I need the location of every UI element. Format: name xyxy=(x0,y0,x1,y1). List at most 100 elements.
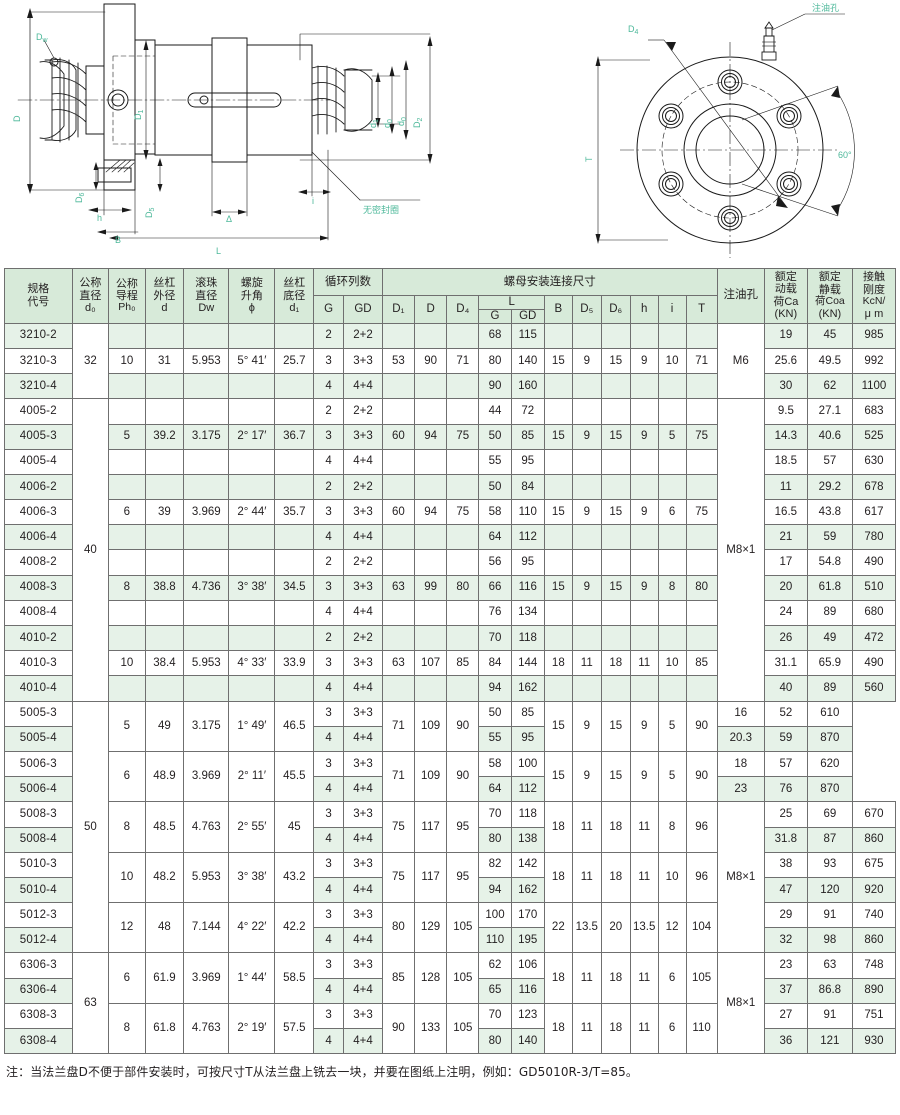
cell-blank xyxy=(274,524,315,551)
cell-ca: 20.3 xyxy=(716,725,765,752)
cell-blank xyxy=(685,599,718,627)
cell-blank xyxy=(413,599,448,627)
cell-cycle-gd: 4+4 xyxy=(343,373,383,400)
cell-blank xyxy=(413,373,448,400)
th-L-gd: GD xyxy=(510,308,545,324)
cell-blank xyxy=(144,624,185,652)
cell-spec-code: 4010-4 xyxy=(4,675,73,702)
cell-L-gd: 84 xyxy=(510,473,545,501)
cell-blank xyxy=(657,322,687,349)
cell-spec-code: 3210-3 xyxy=(4,347,73,375)
cell-ph0: 5 xyxy=(108,700,146,752)
cell-blank xyxy=(446,322,480,349)
cell-ph0: 5 xyxy=(108,423,146,450)
cell-cycle-gd: 3+3 xyxy=(343,423,383,450)
cell-spec-code: 4006-4 xyxy=(4,524,73,551)
cell-blank xyxy=(685,373,718,400)
cell-d: 49 xyxy=(144,700,185,752)
cell-L-gd: 142 xyxy=(510,851,545,878)
cell-D6: 20 xyxy=(600,902,631,954)
cell-ca: 25.6 xyxy=(763,347,808,375)
cell-stiffness: 472 xyxy=(851,624,897,652)
cell-B: 15 xyxy=(543,700,573,752)
th-d: 丝杠 外径 d xyxy=(144,268,185,324)
cell-blank xyxy=(228,624,276,652)
cell-cycle-gd: 3+3 xyxy=(343,347,383,375)
cell-blank xyxy=(629,599,659,627)
cell-L-g: 65 xyxy=(478,977,512,1004)
cell-D1: 63 xyxy=(381,574,416,601)
cell-L-gd: 85 xyxy=(510,700,545,727)
table-row: 5006-4 4 4+4 64 112 23 76 870 xyxy=(4,776,896,803)
cell-dw: 5.953 xyxy=(183,347,230,375)
cell-blank xyxy=(571,624,602,652)
cell-d1: 57.5 xyxy=(274,1002,315,1055)
cell-blank xyxy=(274,599,315,627)
header-row-2: G GD D₁ D D₄ L B D₅ D₆ h i T xyxy=(5,295,896,324)
cell-cycle-gd: 4+4 xyxy=(343,599,383,627)
cell-D6: 15 xyxy=(600,750,631,803)
cell-d1: 33.9 xyxy=(274,650,315,677)
cell-D6: 18 xyxy=(600,952,631,1004)
cell-blank xyxy=(446,448,480,475)
table-row: 5008-3 8 48.5 4.763 2° 55′ 45 3 3+3 75 117 95 70 118… xyxy=(4,801,897,954)
cell-d1: 45.5 xyxy=(274,750,315,803)
cell-blank xyxy=(144,373,185,400)
table-row: 4006-4 4 4+4 64 112 21 59 780 xyxy=(4,524,897,551)
cell-D: 94 xyxy=(413,499,448,526)
cell-i: 10 xyxy=(657,851,687,904)
cell-L-gd: 116 xyxy=(510,977,545,1004)
cell-phi: 1° 49′ xyxy=(228,700,276,752)
cell-D1: 60 xyxy=(381,499,416,526)
cell-D1: 75 xyxy=(381,801,416,853)
th-h: h xyxy=(629,295,659,324)
cell-blank xyxy=(274,549,315,576)
cell-blank xyxy=(108,599,146,627)
cell-blank xyxy=(108,322,146,349)
cell-B: 15 xyxy=(543,750,573,803)
cell-L-g: 80 xyxy=(478,826,512,853)
cell-dw: 4.736 xyxy=(183,574,230,601)
cell-cycle-g: 4 xyxy=(313,524,345,551)
cell-blank xyxy=(274,473,315,501)
cell-B: 15 xyxy=(543,574,573,601)
th-cycle-gd: GD xyxy=(343,295,383,324)
th-phi: 螺旋 升角 ϕ xyxy=(228,268,276,324)
cell-ca: 47 xyxy=(763,876,808,904)
table-row: 5006-3 6 48.9 3.969 2° 11′ 45.5 3 3+3 71 109 90 58 1… xyxy=(4,750,896,803)
cell-spec-code: 6308-3 xyxy=(4,1002,73,1030)
cell-blank xyxy=(446,675,480,702)
cell-i: 5 xyxy=(657,750,687,803)
cell-D: 94 xyxy=(413,423,448,450)
cell-spec-code: 5006-3 xyxy=(4,750,73,778)
cell-spec-code: 5012-4 xyxy=(4,927,73,954)
cell-spec-code: 6306-4 xyxy=(4,977,73,1004)
cell-dw: 5.953 xyxy=(183,851,230,904)
cell-cycle-gd: 2+2 xyxy=(343,473,383,501)
cell-D1: 90 xyxy=(381,1002,416,1055)
cell-L-gd: 112 xyxy=(510,524,545,551)
cell-D1: 60 xyxy=(381,423,416,450)
cell-L-gd: 118 xyxy=(510,624,545,652)
cell-ca: 36 xyxy=(763,1027,808,1055)
cell-cycle-g: 4 xyxy=(313,725,345,752)
cell-d: 48 xyxy=(144,902,185,954)
cell-ca: 18.5 xyxy=(763,448,808,475)
cell-blank xyxy=(228,549,276,576)
cell-L-g: 68 xyxy=(478,322,512,349)
cell-B: 22 xyxy=(543,902,573,954)
label-Dw: Dw xyxy=(36,32,49,44)
cell-blank xyxy=(629,473,659,501)
cell-blank xyxy=(228,322,276,349)
cell-blank xyxy=(144,675,185,702)
table-row: 3210-4 4 4+4 90 160 30 62 1100 xyxy=(4,373,897,400)
cell-blank xyxy=(657,373,687,400)
cell-spec-code: 4008-2 xyxy=(4,549,73,576)
cell-blank xyxy=(274,322,315,349)
cell-blank xyxy=(228,473,276,501)
th-cycle-g: G xyxy=(313,295,345,324)
cell-phi: 2° 17′ xyxy=(228,423,276,450)
cell-D6: 15 xyxy=(600,574,631,601)
table-header: 规格 代号 公称 直径 d₀ 公称 导程 Ph₀ 丝杠 外径 d xyxy=(4,268,897,324)
th-spec-code: 规格 代号 xyxy=(4,268,73,324)
